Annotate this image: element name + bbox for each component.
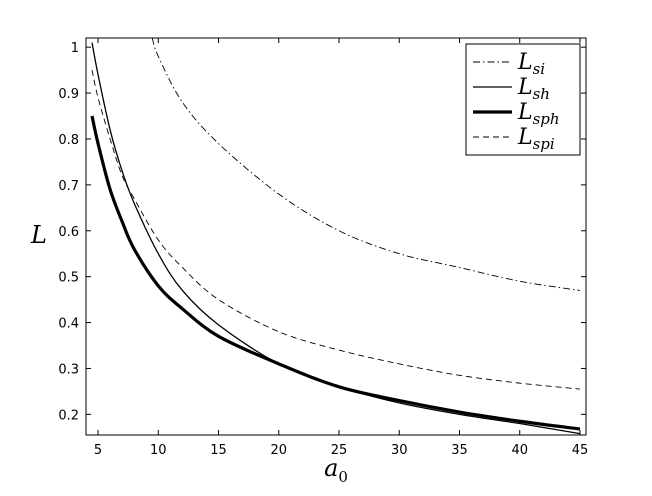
- y-tick-label: 0.7: [58, 179, 79, 194]
- y-tick-label: 1: [71, 41, 79, 56]
- series-line-l-sph: [90, 115, 581, 431]
- plot-frame: [85, 37, 587, 436]
- y-tick-label: 0.6: [58, 225, 79, 240]
- legend-label: Lsi: [517, 50, 545, 78]
- series-line-l-si: [151, 38, 581, 291]
- y-tick-label: 0.3: [58, 362, 79, 377]
- legend-box: [465, 43, 581, 156]
- legend-label: Lspi: [517, 125, 555, 153]
- y-tick-label: 0.9: [58, 87, 79, 102]
- y-tick-label: 0.2: [58, 408, 79, 423]
- y-tick-label: 0.5: [58, 271, 79, 286]
- x-tick-label: 10: [150, 443, 167, 458]
- x-tick-label: 35: [451, 443, 468, 458]
- series-line-l-sh: [91, 42, 581, 435]
- x-tick-label: 30: [391, 443, 408, 458]
- series-line-l-spi: [91, 70, 581, 390]
- x-tick-label: 20: [270, 443, 287, 458]
- legend-label: Lsh: [517, 75, 550, 103]
- x-tick-label: 25: [331, 443, 348, 458]
- legend-label: Lsph: [517, 100, 560, 128]
- x-tick-label: 45: [572, 443, 589, 458]
- y-axis-label: L: [30, 221, 47, 249]
- x-tick-label: 5: [94, 443, 102, 458]
- series-lines: [90, 38, 581, 435]
- x-tick-label: 15: [210, 443, 227, 458]
- x-axis-label: a0: [324, 454, 348, 486]
- x-tick-label: 40: [511, 443, 528, 458]
- y-tick-label: 0.4: [58, 317, 79, 332]
- ticks: 5 10 15 20 25 30 35 40 45 0.2 0.3 0.4 0.5 0.6 0.7 0.8 0.…: [58, 38, 588, 458]
- y-tick-label: 0.8: [58, 133, 79, 148]
